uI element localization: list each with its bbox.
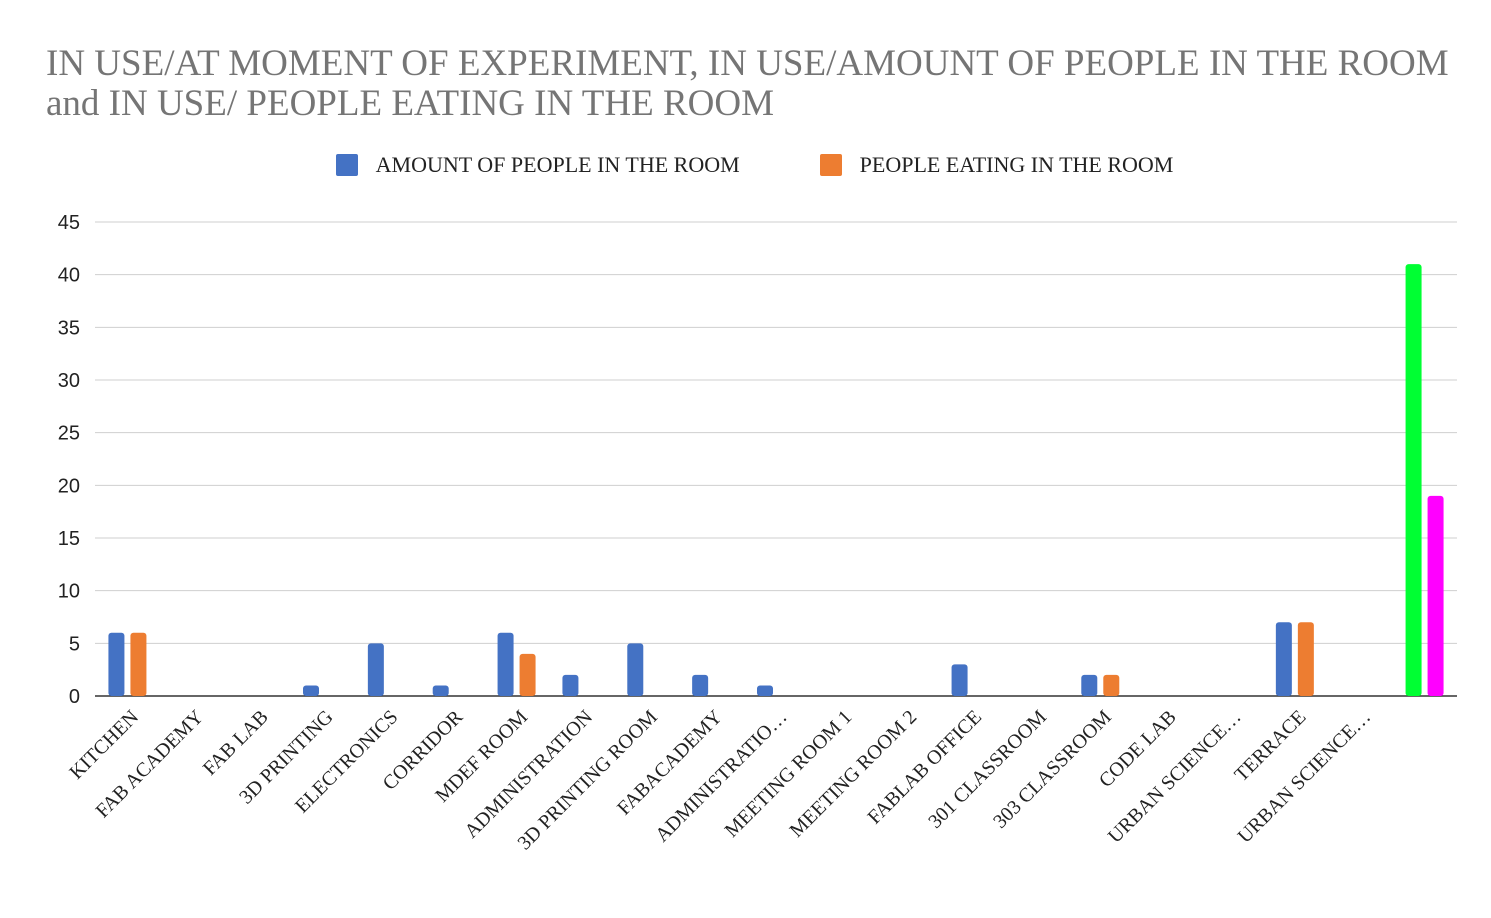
y-tick-label: 30 bbox=[58, 370, 80, 392]
x-tick-label: ADMINISTRATION bbox=[460, 706, 597, 843]
legend: AMOUNT OF PEOPLE IN THE ROOM PEOPLE EATI… bbox=[0, 152, 1491, 178]
bar-people bbox=[432, 685, 449, 696]
x-tick-label: 303 CLASSROOM bbox=[989, 706, 1116, 833]
bar-people bbox=[367, 643, 384, 696]
bar-extra bbox=[1405, 264, 1422, 696]
x-tick-label: 301 CLASSROOM bbox=[924, 706, 1051, 833]
bar-eating bbox=[130, 632, 147, 696]
legend-item-eating: PEOPLE EATING IN THE ROOM bbox=[819, 152, 1174, 178]
bar-people bbox=[757, 685, 773, 696]
bar-people bbox=[692, 674, 709, 696]
x-tick-label: MEETING ROOM 2 bbox=[785, 706, 921, 842]
bar-people bbox=[562, 674, 579, 696]
bar-people bbox=[627, 643, 644, 696]
chart-title: IN USE/AT MOMENT OF EXPERIMENT, IN USE/A… bbox=[46, 43, 1449, 124]
bar-people bbox=[303, 685, 319, 696]
y-tick-label: 10 bbox=[58, 581, 80, 603]
y-tick-label: 0 bbox=[69, 686, 80, 708]
legend-swatch-eating bbox=[819, 154, 842, 176]
bar-people bbox=[951, 664, 968, 696]
y-tick-label: 20 bbox=[58, 475, 80, 497]
y-tick-label: 45 bbox=[58, 212, 80, 234]
y-tick-label: 15 bbox=[58, 528, 80, 550]
y-tick-label: 35 bbox=[58, 317, 80, 339]
y-tick-label: 5 bbox=[69, 633, 80, 655]
bar-people bbox=[108, 632, 125, 696]
y-tick-label: 40 bbox=[58, 265, 80, 287]
bar-eating bbox=[1297, 622, 1314, 696]
legend-swatch-people bbox=[335, 154, 358, 176]
bar-eating bbox=[1103, 674, 1120, 696]
bar-eating bbox=[519, 653, 536, 696]
legend-label-people: AMOUNT OF PEOPLE IN THE ROOM bbox=[375, 152, 740, 177]
bar-people bbox=[497, 632, 514, 696]
y-tick-label: 25 bbox=[58, 423, 80, 445]
bar-people bbox=[1081, 674, 1098, 696]
x-tick-label: FABLAB OFFICE bbox=[864, 706, 987, 829]
bar-extra bbox=[1427, 495, 1444, 696]
bar-people bbox=[1275, 622, 1292, 696]
x-tick-label: MEETING ROOM 1 bbox=[721, 706, 857, 842]
legend-label-eating: PEOPLE EATING IN THE ROOM bbox=[859, 152, 1174, 177]
legend-item-people: AMOUNT OF PEOPLE IN THE ROOM bbox=[335, 152, 740, 178]
